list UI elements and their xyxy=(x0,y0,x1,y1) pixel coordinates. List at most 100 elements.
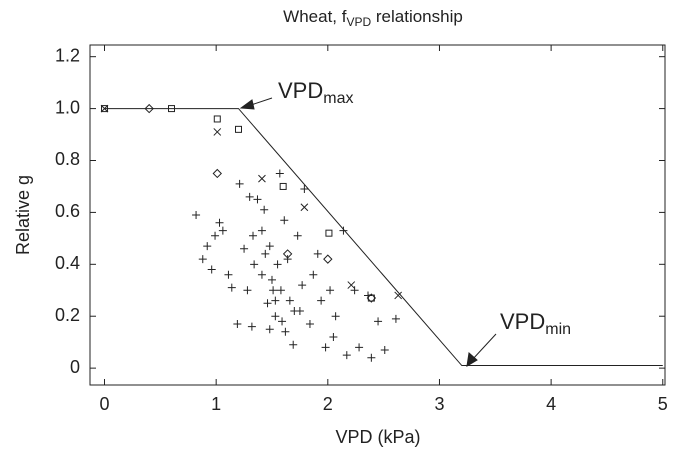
x-tick-label: 0 xyxy=(100,394,110,414)
annotation-text: VPD xyxy=(500,309,545,334)
annotation-arrow xyxy=(239,97,273,110)
data-point xyxy=(207,265,216,274)
data-point xyxy=(227,283,236,292)
data-point xyxy=(285,296,294,305)
data-point xyxy=(275,169,284,178)
data-point xyxy=(234,125,242,133)
annotation-subscript: max xyxy=(323,90,353,107)
x-tick-label: 1 xyxy=(211,394,221,414)
data-point xyxy=(261,249,270,258)
title-suffix: relationship xyxy=(371,7,463,26)
data-point xyxy=(325,229,333,237)
y-tick-label: 0.4 xyxy=(55,253,80,273)
threshold-line xyxy=(104,108,663,367)
data-point xyxy=(367,294,375,302)
data-point xyxy=(300,203,309,212)
data-point xyxy=(273,260,282,269)
data-point xyxy=(258,174,266,183)
data-point xyxy=(342,351,351,360)
data-point xyxy=(305,320,314,329)
data-point xyxy=(282,249,293,259)
data-point xyxy=(374,317,383,326)
data-point xyxy=(300,185,309,194)
annotation: VPDmin xyxy=(500,309,571,338)
data-point xyxy=(249,231,258,240)
annotation: VPDmax xyxy=(278,78,353,107)
data-point xyxy=(271,312,280,321)
data-point xyxy=(192,211,201,219)
x-axis-label: VPD (kPa) xyxy=(335,427,420,447)
annotation-arrow xyxy=(466,333,497,367)
data-point xyxy=(293,231,302,240)
title-subscript: VPD xyxy=(346,15,371,29)
data-point xyxy=(321,343,330,352)
data-point xyxy=(211,231,220,240)
x-tick-label: 5 xyxy=(658,394,668,414)
data-point xyxy=(350,286,359,295)
data-point xyxy=(279,182,287,190)
y-tick-label: 0.8 xyxy=(55,149,80,169)
data-point xyxy=(240,244,249,253)
data-point xyxy=(280,216,289,225)
data-point xyxy=(271,296,280,305)
data-point xyxy=(295,307,304,316)
data-point xyxy=(101,105,109,113)
data-point xyxy=(100,104,109,113)
data-point xyxy=(326,286,335,295)
data-point xyxy=(144,103,154,114)
data-point xyxy=(394,291,403,300)
data-point xyxy=(247,322,256,331)
data-point xyxy=(391,314,400,323)
data-point xyxy=(331,312,340,321)
data-point xyxy=(267,275,276,284)
data-point xyxy=(265,242,274,251)
data-point xyxy=(263,299,272,308)
y-axis-label: Relative g xyxy=(13,175,33,255)
data-point xyxy=(253,195,262,204)
data-point xyxy=(289,340,298,349)
data-point xyxy=(265,325,274,334)
data-point xyxy=(224,270,233,279)
x-tick-label: 4 xyxy=(546,394,556,414)
data-point xyxy=(347,281,356,289)
data-point xyxy=(213,128,222,136)
data-point xyxy=(218,226,227,235)
data-point xyxy=(269,286,278,295)
data-point xyxy=(367,353,376,362)
title-text: Wheat, f xyxy=(283,7,347,26)
data-point xyxy=(281,327,290,336)
data-point xyxy=(298,281,307,290)
data-point xyxy=(339,226,348,235)
chart-title: Wheat, fVPD relationship xyxy=(283,7,463,29)
data-point xyxy=(168,105,176,113)
data-point xyxy=(213,115,221,123)
data-point xyxy=(245,192,254,201)
data-point xyxy=(203,242,212,251)
data-point xyxy=(323,254,333,264)
data-point xyxy=(257,226,266,235)
data-point xyxy=(313,249,322,258)
plot-frame xyxy=(89,44,666,386)
x-tick-label: 3 xyxy=(434,394,444,414)
data-point xyxy=(380,345,389,354)
data-point xyxy=(215,218,224,227)
data-point xyxy=(278,317,287,326)
data-point xyxy=(309,270,318,279)
data-point xyxy=(355,343,364,352)
y-tick-label: 1.0 xyxy=(55,97,80,117)
annotation-subscript: min xyxy=(545,321,571,338)
data-point xyxy=(212,168,222,179)
data-point xyxy=(366,293,377,303)
x-tick-label: 2 xyxy=(323,394,333,414)
data-point xyxy=(198,255,207,264)
y-tick-label: 0.2 xyxy=(55,305,80,325)
data-point xyxy=(329,332,338,341)
data-point xyxy=(243,286,252,295)
data-point xyxy=(235,179,244,188)
data-point xyxy=(233,320,242,329)
y-tick-label: 1.2 xyxy=(55,45,80,65)
data-point xyxy=(283,255,292,264)
y-tick-label: 0 xyxy=(70,357,80,377)
data-point xyxy=(260,205,269,214)
